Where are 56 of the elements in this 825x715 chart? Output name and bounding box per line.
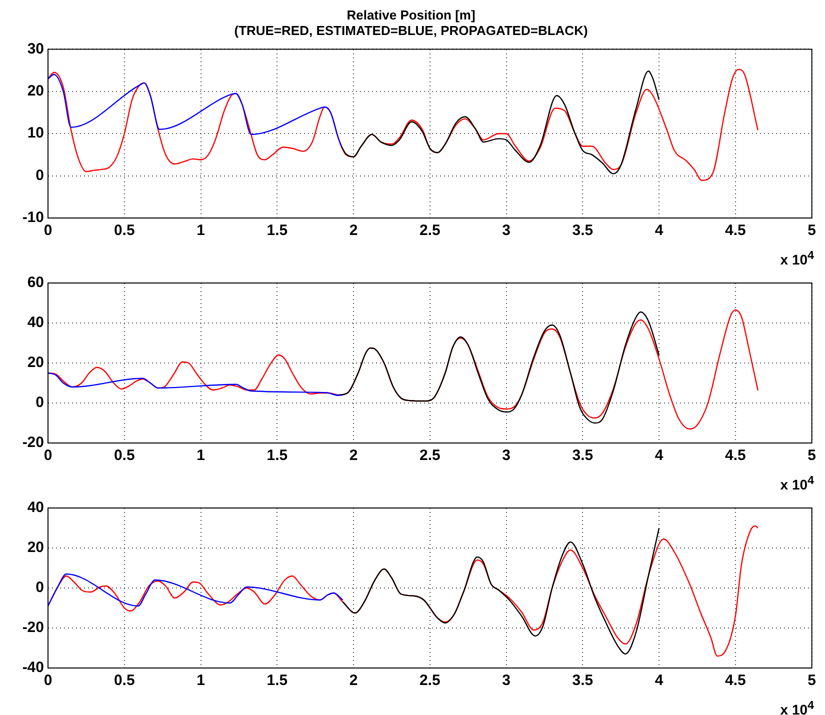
x-tick-label: 1 — [196, 447, 205, 464]
y-tick-label: 20 — [27, 82, 44, 100]
x-tick-label: 1.5 — [266, 447, 288, 464]
x-tick-label: 5 — [808, 447, 816, 464]
x-tick-label: 5 — [808, 672, 816, 690]
y-tick-label: 20 — [27, 539, 44, 556]
y-tick-label: 20 — [27, 354, 44, 372]
y-tick-label: 60 — [27, 274, 44, 292]
line-series — [48, 372, 344, 396]
line-series — [340, 70, 660, 174]
y-tick-label: -10 — [22, 209, 44, 226]
x-tick-label: 4 — [654, 447, 664, 464]
x-tick-label: 0.5 — [114, 672, 135, 690]
line-series — [48, 74, 342, 147]
y-tick-label: 10 — [27, 124, 44, 142]
x-tick-label: 1.5 — [266, 672, 288, 690]
x-tick-label: 2 — [349, 447, 358, 464]
line-series — [342, 527, 660, 655]
line-series — [48, 68, 759, 182]
y-tick-label: -40 — [22, 659, 44, 676]
y-tick-label: 40 — [27, 499, 44, 516]
x-tick-label: 2 — [349, 672, 358, 690]
chart-title: Relative Position [m] (TRUE=RED, ESTIMATED=BLUE, PROPAGATED=BLACK) — [234, 7, 588, 38]
x-tick-label: 0.5 — [114, 222, 135, 240]
x-tick-label: 4.5 — [725, 222, 746, 240]
line-series — [338, 311, 660, 424]
x-tick-label: 3.5 — [572, 222, 594, 240]
x-tick-label: 1 — [196, 672, 205, 690]
x-tick-label: 1.5 — [266, 222, 288, 240]
x-tick-label: 2.5 — [419, 222, 440, 240]
line-series — [48, 573, 344, 607]
text: x 10$^{4}$ — [780, 474, 814, 493]
x-tick-label: 2 — [349, 222, 358, 240]
x-tick-label: 2.5 — [419, 672, 440, 690]
text: x 10$^{4}$ — [780, 699, 814, 715]
x-tick-label: 4.5 — [725, 672, 746, 690]
x-tick-label: 0.5 — [114, 447, 135, 464]
x-tick-label: 3.5 — [572, 672, 594, 690]
y-tick-label: 0 — [36, 166, 44, 184]
x-tick-label: 4 — [654, 222, 664, 240]
y-tick-label: 40 — [27, 314, 44, 332]
x-tick-label: 2.5 — [419, 447, 440, 464]
x-tick-label: 3 — [502, 447, 510, 464]
text: x 10$^{4}$ — [780, 249, 814, 268]
y-tick-label: -20 — [22, 434, 44, 452]
y-tick-label: 0 — [36, 579, 44, 596]
y-tick-label: 30 — [27, 40, 44, 58]
y-tick-label: -20 — [22, 619, 44, 636]
x-tick-label: 4 — [654, 672, 664, 690]
x-tick-label: 5 — [808, 222, 816, 240]
x-tick-label: 1 — [196, 222, 205, 240]
x-tick-label: 3 — [502, 222, 510, 240]
x-tick-label: 3.5 — [572, 447, 594, 464]
y-tick-label: 0 — [36, 394, 44, 412]
x-tick-label: 3 — [502, 672, 510, 690]
x-tick-label: 4.5 — [725, 447, 746, 464]
